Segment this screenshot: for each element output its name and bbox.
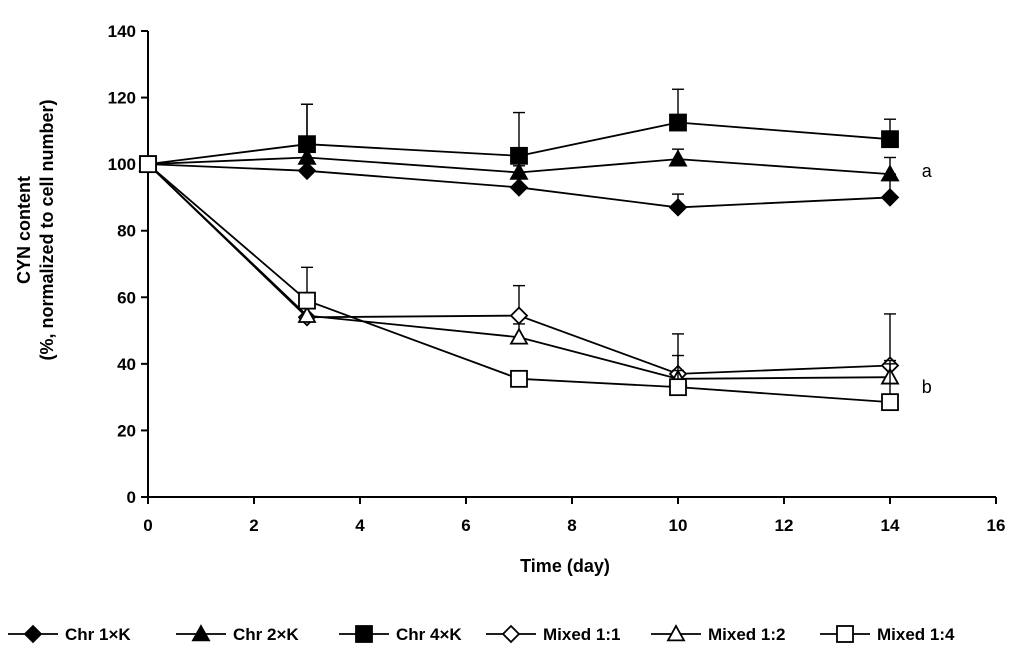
y-axis-title-line2: (%, normalized to cell number) — [37, 99, 57, 360]
x-tick-label: 10 — [669, 516, 688, 535]
x-tick-label: 8 — [567, 516, 576, 535]
legend-marker — [191, 624, 211, 642]
y-tick-label: 100 — [108, 155, 136, 174]
y-tick-label: 120 — [108, 89, 136, 108]
legend-item: Mixed 1:2 — [651, 624, 785, 644]
x-tick-label: 4 — [355, 516, 365, 535]
y-tick-label: 80 — [117, 222, 136, 241]
data-point — [297, 147, 317, 165]
axes: 0 20 40 60 80 100 120 140 0 2 4 6 8 10 12 14 16 — [108, 22, 1006, 535]
legend-label: Chr 4×K — [396, 625, 462, 644]
x-tick-label: 16 — [987, 516, 1006, 535]
group-label: a — [922, 161, 933, 181]
y-tick-label: 20 — [117, 421, 136, 440]
data-point — [510, 369, 528, 388]
legend-marker — [23, 624, 43, 644]
legend-item: Mixed 1:1 — [486, 624, 620, 644]
legend-marker — [836, 625, 854, 643]
legend-label: Chr 1×K — [65, 625, 131, 644]
data-point — [668, 198, 688, 217]
data-point — [509, 178, 529, 197]
legend-label: Mixed 1:2 — [708, 625, 785, 644]
x-tick-label: 0 — [143, 516, 152, 535]
data-point — [509, 327, 529, 345]
legend-item: Chr 1×K — [8, 624, 131, 644]
legend-marker — [501, 624, 521, 644]
data-point — [297, 305, 317, 323]
data-point — [668, 149, 688, 167]
data-point — [669, 378, 687, 397]
y-tick-label: 40 — [117, 355, 136, 374]
data-point — [509, 306, 529, 325]
legend-label: Mixed 1:4 — [877, 625, 955, 644]
series-layer — [138, 88, 900, 412]
data-point — [880, 188, 900, 207]
x-axis-title: Time (day) — [520, 556, 610, 576]
y-tick-label: 140 — [108, 22, 136, 41]
series-line — [147, 163, 891, 404]
y-axis-title-line1: CYN content — [14, 176, 34, 284]
x-tick-label: 2 — [249, 516, 258, 535]
legend-item: Chr 4×K — [339, 625, 462, 644]
x-tick-label: 12 — [775, 516, 794, 535]
y-tick-label: 0 — [127, 488, 136, 507]
data-point — [510, 146, 528, 165]
x-tick-label: 6 — [461, 516, 470, 535]
data-point — [298, 291, 316, 310]
y-tick-label: 60 — [117, 288, 136, 307]
data-point — [881, 130, 899, 149]
legend-item: Chr 2×K — [176, 624, 299, 644]
data-point — [880, 164, 900, 182]
data-point — [139, 155, 157, 174]
series-5 — [139, 155, 899, 412]
data-point — [298, 135, 316, 154]
legend-marker — [355, 625, 373, 643]
legend-label: Mixed 1:1 — [543, 625, 620, 644]
legend-label: Chr 2×K — [233, 625, 299, 644]
data-point — [669, 113, 687, 132]
x-tick-label: 14 — [881, 516, 900, 535]
annotations: ab — [922, 161, 933, 397]
data-point — [297, 161, 317, 181]
data-point — [881, 393, 899, 412]
group-label: b — [922, 377, 932, 397]
legend-item: Mixed 1:4 — [820, 625, 955, 644]
legend: Chr 1×K Chr 2×K Chr 4×K Mixed 1:1 Mixed 1:2 M… — [8, 624, 955, 644]
legend-marker — [666, 624, 686, 642]
data-point — [509, 162, 529, 180]
